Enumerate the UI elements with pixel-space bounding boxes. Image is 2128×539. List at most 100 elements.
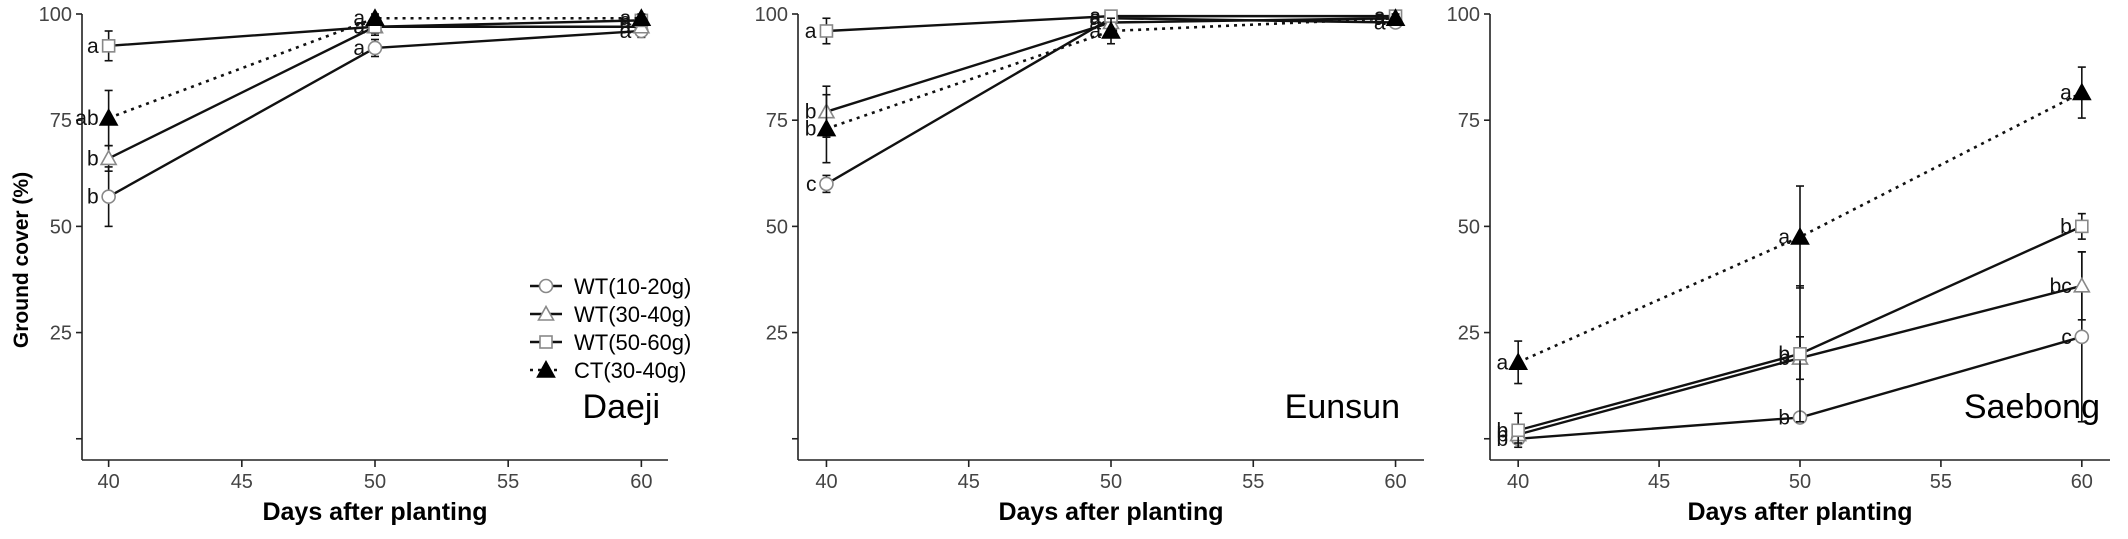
y-tick-label: 50 — [50, 216, 72, 238]
x-tick-label: 55 — [1242, 471, 1264, 493]
significance-label: a — [1089, 5, 1101, 28]
significance-label: a — [1089, 7, 1101, 30]
data-point — [365, 8, 385, 26]
series-wt-30-40g: ba a — [87, 16, 651, 172]
x-tick-label: 50 — [1100, 471, 1122, 493]
y-tick-label: 25 — [1458, 323, 1480, 345]
panel-title: Saebong — [1964, 388, 2100, 426]
significance-label: a — [87, 35, 99, 58]
significance-label: b — [805, 101, 817, 124]
series-ct-30-40g: baa — [805, 7, 1406, 164]
significance-label: b — [1496, 424, 1508, 447]
significance-label: a — [1496, 351, 1508, 374]
significance-label: a — [1374, 5, 1386, 28]
data-point — [101, 39, 116, 53]
significance-label: a — [1778, 226, 1790, 249]
data-point — [98, 108, 119, 126]
panel-daeji: 40 45 50 55 60 25 50 75 100 Days after planting Da… — [39, 4, 668, 526]
y-tick-label: 75 — [766, 110, 788, 132]
legend-label: CT(30-40g) — [574, 358, 686, 383]
legend-item-ct-30-40g: CT(30-40g) — [530, 358, 686, 383]
y-tick-label: 25 — [50, 323, 72, 345]
x-tick-label: 55 — [497, 471, 519, 493]
data-point — [1385, 8, 1406, 26]
x-axis-label: Days after planting — [1687, 498, 1912, 526]
data-point — [816, 118, 837, 137]
x-tick-label: 50 — [1789, 471, 1811, 493]
x-tick-label: 45 — [958, 471, 980, 493]
x-tick-label: 60 — [630, 471, 652, 493]
legend-marker — [536, 359, 556, 378]
y-tick-label: 75 — [1458, 110, 1480, 132]
significance-label: a — [620, 7, 632, 30]
series-line — [826, 16, 1396, 130]
x-tick-label: 40 — [98, 471, 120, 493]
y-tick-label: 100 — [39, 4, 72, 26]
series-wt-10-20g: b a a — [87, 20, 649, 228]
data-point — [2075, 219, 2089, 234]
series-ct-30-40g: a a a — [1496, 66, 2092, 385]
panel-eunsun: 40 45 50 55 60 25 50 75 100 Days after planting Eu… — [755, 4, 1424, 526]
y-tick-label: 50 — [766, 216, 788, 238]
legend-label: WT(50-60g) — [574, 330, 691, 355]
legend-marker — [538, 278, 554, 294]
legend-item-wt-10-20g: WT(10-20g) — [530, 274, 691, 299]
data-point — [2074, 329, 2090, 345]
significance-label: a — [353, 37, 365, 60]
data-point — [367, 40, 383, 56]
significance-label: b — [1496, 428, 1508, 451]
significance-label: b — [1778, 407, 1790, 430]
data-point — [1511, 423, 1525, 438]
legend-item-wt-30-40g: WT(30-40g) — [530, 302, 691, 327]
data-point — [819, 176, 834, 192]
significance-label: b — [1496, 419, 1508, 442]
series-wt-50-60g: aa a — [805, 5, 1403, 45]
y-tick-label: 100 — [1447, 4, 1480, 26]
legend-label: WT(10-20g) — [574, 274, 691, 299]
significance-label: a — [1089, 20, 1101, 43]
significance-label: ab — [75, 107, 98, 130]
y-tick-label: 100 — [755, 4, 788, 26]
data-point — [2072, 276, 2091, 293]
data-point — [1508, 352, 1529, 371]
significance-label: a — [2060, 82, 2072, 105]
legend: WT(10-20g) WT(30-40g) WT(50-60g) CT(30-40g) — [530, 274, 691, 383]
x-tick-label: 40 — [1507, 471, 1529, 493]
significance-label: a — [805, 20, 817, 43]
significance-label: bc — [2050, 275, 2072, 298]
x-tick-label: 40 — [815, 471, 837, 493]
series-ct-30-40g: aba a — [75, 7, 652, 147]
panel-title: Daeji — [583, 388, 660, 426]
x-axis-label: Days after planting — [998, 498, 1223, 526]
y-tick-label: 25 — [766, 323, 788, 345]
data-point — [2071, 82, 2092, 101]
x-tick-label: 60 — [1384, 471, 1406, 493]
legend-item-wt-50-60g: WT(50-60g) — [530, 330, 691, 355]
significance-label: b — [2060, 215, 2072, 238]
legend-label: WT(30-40g) — [574, 302, 691, 327]
y-tick-label: 50 — [1458, 216, 1480, 238]
x-tick-label: 55 — [1930, 471, 1952, 493]
significance-label: c — [806, 173, 817, 196]
significance-label: c — [2061, 326, 2072, 349]
data-point — [819, 24, 834, 38]
significance-label: a — [353, 7, 365, 30]
panel-saebong: 40 45 50 55 60 25 50 75 100 Days after planting Sa… — [1447, 4, 2110, 526]
significance-label: b — [805, 118, 817, 141]
y-axis-label: Ground cover (%) — [10, 172, 33, 348]
significance-label: a — [1374, 7, 1386, 30]
data-point — [1793, 347, 1807, 361]
data-point — [1790, 226, 1810, 245]
panel-title: Eunsun — [1285, 388, 1400, 426]
significance-label: b — [1778, 343, 1790, 366]
legend-marker — [537, 304, 555, 321]
data-point — [99, 149, 118, 166]
x-tick-label: 45 — [1648, 471, 1670, 493]
x-axis-label: Days after planting — [262, 498, 487, 526]
significance-label: b — [87, 186, 99, 209]
series-wt-50-60g: bbb — [1496, 212, 2089, 449]
data-point — [1101, 20, 1121, 39]
data-point — [631, 8, 652, 26]
